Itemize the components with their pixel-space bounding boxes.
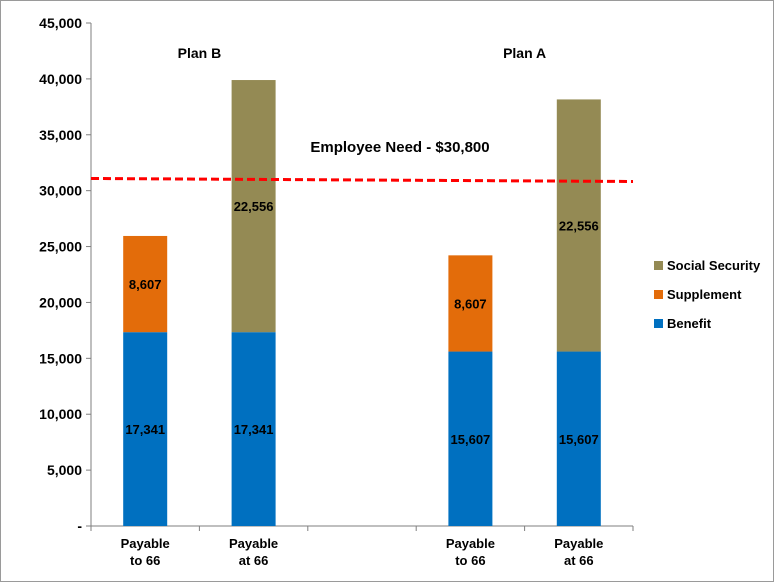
bar-benefit [231,332,276,526]
group-label: Plan B [178,45,222,61]
group-label: Plan A [503,45,546,61]
bar-supplement [448,255,493,352]
x-tick-label: Payable [121,536,170,551]
x-tick-label: at 66 [564,553,594,568]
reference-line-group: Employee Need - $30,800 [90,139,634,183]
bars [123,80,601,526]
data-label: 22,556 [559,218,599,233]
y-tick-label: 45,000 [39,15,82,31]
legend-label: Supplement [667,287,742,302]
x-tick-label: at 66 [239,553,269,568]
x-tick-label: Payable [229,536,278,551]
legend-swatch [654,290,663,299]
x-tick-label: Payable [446,536,495,551]
y-tick-label: 15,000 [39,350,82,366]
bar-social-security [231,80,276,333]
y-tick-label: 5,000 [47,462,82,478]
employee-need-label: Employee Need - $30,800 [310,139,489,156]
legend-swatch [654,319,663,328]
data-label: 17,341 [234,422,274,437]
y-tick-label: 30,000 [39,183,82,199]
bar-benefit [123,332,168,526]
bar-benefit [556,351,601,526]
legend-label: Benefit [667,316,712,331]
y-tick-label: - [77,518,82,534]
data-label: 15,607 [559,432,599,447]
bar-social-security [556,99,601,352]
x-tick-label: to 66 [455,553,485,568]
legend-swatch [654,261,663,270]
y-tick-label: 20,000 [39,294,82,310]
bar-supplement [123,235,168,333]
data-label: 15,607 [451,432,491,447]
legend-label: Social Security [667,258,761,273]
chart-axes: - 5,000 10,000 15,000 20,000 25,000 30,000 35,0… [39,15,634,568]
y-tick-label: 40,000 [39,71,82,87]
data-label: 8,607 [454,296,487,311]
group-labels: Plan B Plan A [178,45,547,61]
employee-need-line [90,176,634,183]
bar-benefit [448,351,493,526]
data-label: 17,341 [125,422,165,437]
x-tick-label: Payable [554,536,603,551]
x-tick-label: to 66 [130,553,160,568]
legend: Social Security Supplement Benefit [654,258,761,331]
data-label: 8,607 [129,277,162,292]
data-labels: 17,341 8,607 17,341 22,556 15,607 8,607 15,607… [125,199,598,447]
data-label: 22,556 [234,199,274,214]
y-tick-label: 25,000 [39,239,82,255]
y-tick-label: 10,000 [39,406,82,422]
y-tick-label: 35,000 [39,127,82,143]
